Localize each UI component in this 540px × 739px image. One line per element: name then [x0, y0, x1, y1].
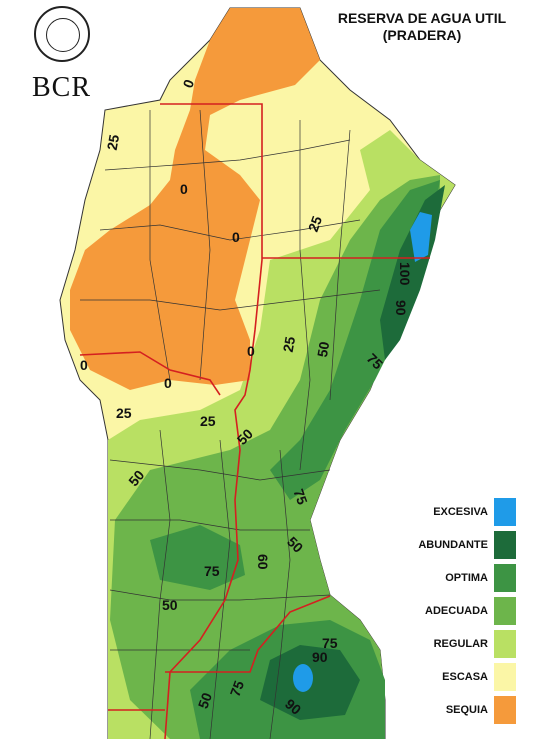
- legend-item-excesiva: EXCESIVA: [400, 498, 530, 526]
- legend-item-sequia: SEQUIA: [400, 696, 530, 724]
- logo-text: BCR: [32, 72, 92, 103]
- title-line-2: (PRADERA): [382, 27, 462, 43]
- bcr-logo: BCR: [30, 6, 102, 106]
- isoline-label: 75: [204, 563, 220, 579]
- legend-label: EXCESIVA: [433, 506, 488, 518]
- isoline-label: 25: [305, 214, 325, 234]
- legend-label: ABUNDANTE: [418, 539, 488, 551]
- isoline-label: 100: [397, 262, 413, 286]
- isoline-label: 0: [80, 357, 88, 373]
- zone-excesiva: [410, 212, 432, 262]
- isoline-label: 0: [164, 375, 172, 391]
- isoline-label: 0: [247, 343, 255, 359]
- province-borders: [79, 103, 430, 739]
- isoline-label: 25: [200, 413, 216, 429]
- legend-label: SEQUIA: [445, 704, 488, 716]
- isoline-label: 75: [322, 635, 338, 651]
- legend-swatch: [494, 531, 516, 559]
- isoline-label: 75: [227, 678, 247, 698]
- isoline-label: 50: [195, 690, 215, 710]
- legend-label: OPTIMA: [445, 572, 488, 584]
- isoline-label: 60: [255, 554, 271, 570]
- bcr-seal-icon: [34, 6, 90, 62]
- isoline-label: 50: [314, 340, 332, 358]
- legend-item-adecuada: ADECUADA: [400, 597, 530, 625]
- legend-swatch: [494, 498, 516, 526]
- legend-item-abundante: ABUNDANTE: [400, 531, 530, 559]
- isoline-label: 25: [116, 405, 132, 421]
- isoline-label: 25: [280, 335, 298, 353]
- legend-item-optima: OPTIMA: [400, 564, 530, 592]
- map-title: RESERVA DE AGUA UTIL (PRADERA): [322, 10, 522, 44]
- zone-optima-mid: [150, 525, 245, 590]
- legend-swatch: [494, 564, 516, 592]
- isoline-label: 90: [393, 300, 409, 316]
- isoline-label: 75: [290, 487, 310, 507]
- legend-label: ESCASA: [442, 671, 488, 683]
- legend-swatch: [494, 696, 516, 724]
- legend-swatch: [494, 663, 516, 691]
- legend-swatch: [494, 630, 516, 658]
- legend-label: REGULAR: [433, 638, 488, 650]
- title-line-1: RESERVA DE AGUA UTIL: [337, 10, 507, 26]
- zone-excesiva-south: [293, 664, 313, 692]
- isoline-label: 50: [162, 597, 178, 613]
- isoline-label: 25: [104, 133, 122, 151]
- department-borders: [80, 109, 381, 739]
- isoline-label: 0: [180, 181, 188, 197]
- zone-sequia: [70, 8, 320, 390]
- legend-swatch: [494, 597, 516, 625]
- legend-label: ADECUADA: [425, 605, 488, 617]
- legend-item-escasa: ESCASA: [400, 663, 530, 691]
- legend-item-regular: REGULAR: [400, 630, 530, 658]
- isoline-label: 0: [232, 229, 240, 245]
- isoline-label: 90: [312, 649, 328, 665]
